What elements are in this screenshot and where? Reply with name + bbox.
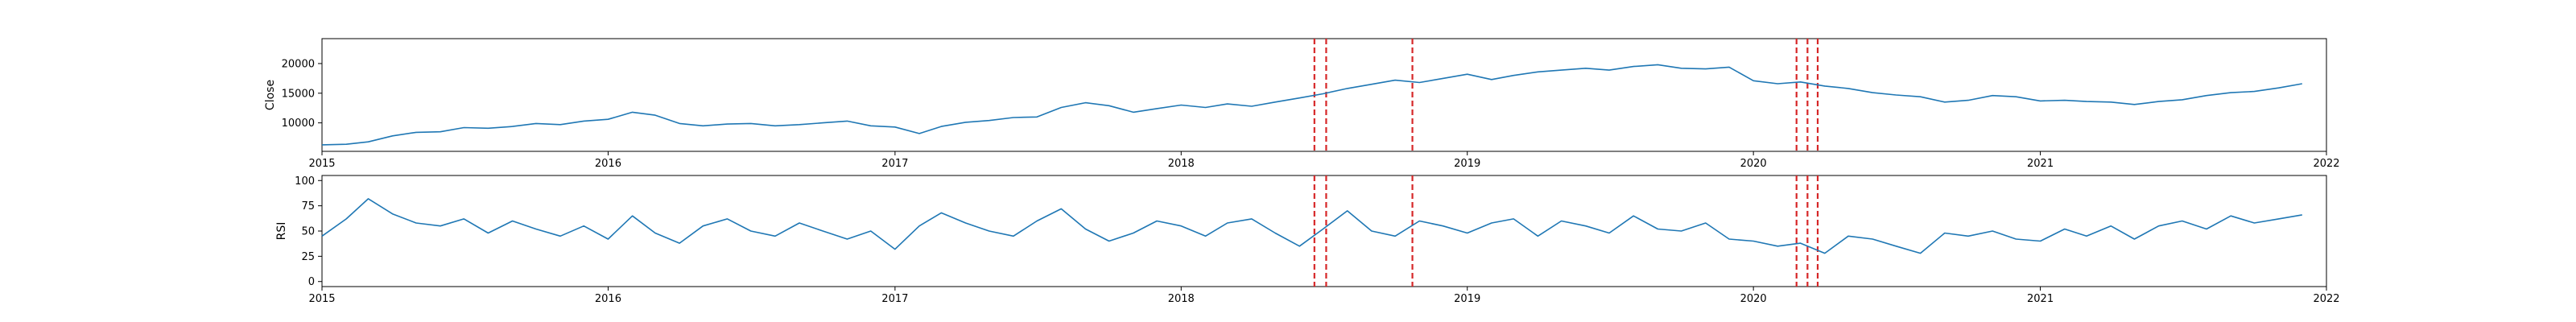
- rsi-x-tick-label-2018: 2018: [1168, 293, 1195, 305]
- rsi-y-tick-label-25: 25: [301, 251, 315, 263]
- rsi-x-tick-label-2019: 2019: [1454, 293, 1480, 305]
- rsi-series-line-1: [321, 198, 2302, 254]
- rsi-x-tick-label-2020: 2020: [1740, 293, 1767, 305]
- rsi-x-tick-label-2021: 2021: [2027, 293, 2054, 305]
- close-y-tick-label-20000: 20000: [282, 58, 315, 70]
- rsi-x-tick-label-2017: 2017: [881, 293, 908, 305]
- rsi-y-tick-label-0: 0: [308, 276, 315, 288]
- close-event-markers: [1313, 39, 1819, 151]
- rsi-y-axis: 0 25 50 75 100: [295, 175, 322, 288]
- close-y-tick-label-15000: 15000: [282, 88, 315, 100]
- close-x-tick-label-2022: 2022: [2313, 158, 2339, 170]
- close-y-tick-label-10000: 10000: [282, 118, 315, 130]
- rsi-series: [321, 198, 2302, 254]
- close-x-tick-label-2015: 2015: [308, 158, 335, 170]
- rsi-x-tick-label-2016: 2016: [595, 293, 621, 305]
- close-series: [321, 64, 2302, 146]
- rsi-plot-frame: [321, 175, 2327, 287]
- close-plot-frame: [321, 38, 2327, 152]
- rsi-x-axis: 2015 2016 2017 2018 2019 2020 2021 2022: [308, 287, 2340, 305]
- close-series-line-1: [321, 64, 2302, 146]
- rsi-x-tick-label-2022: 2022: [2313, 293, 2339, 305]
- close-x-tick-label-2018: 2018: [1168, 158, 1195, 170]
- close-y-axis-label: Close: [264, 80, 277, 110]
- rsi-x-tick-label-2015: 2015: [308, 293, 335, 305]
- close-x-tick-label-2021: 2021: [2027, 158, 2054, 170]
- close-y-axis: 10000 15000 20000: [282, 58, 322, 130]
- close-x-axis: 2015 2016 2017 2018 2019 2020 2021 2022: [308, 151, 2340, 170]
- rsi-event-markers: [1313, 175, 1819, 287]
- rsi-y-tick-label-100: 100: [295, 175, 315, 188]
- close-x-tick-label-2020: 2020: [1740, 158, 1767, 170]
- rsi-y-axis-label: RSI: [275, 222, 288, 241]
- close-x-tick-label-2017: 2017: [881, 158, 908, 170]
- close-price-panel: 2015 2016 2017 2018 2019 2020 2021 2022 10000 15…: [264, 38, 2340, 170]
- rsi-panel: 2015 2016 2017 2018 2019 2020 2021 2022 0 25 50 75…: [275, 175, 2340, 305]
- rsi-y-tick-label-50: 50: [301, 226, 315, 238]
- rsi-y-tick-label-75: 75: [301, 200, 315, 213]
- close-x-tick-label-2019: 2019: [1454, 158, 1480, 170]
- close-x-tick-label-2016: 2016: [595, 158, 621, 170]
